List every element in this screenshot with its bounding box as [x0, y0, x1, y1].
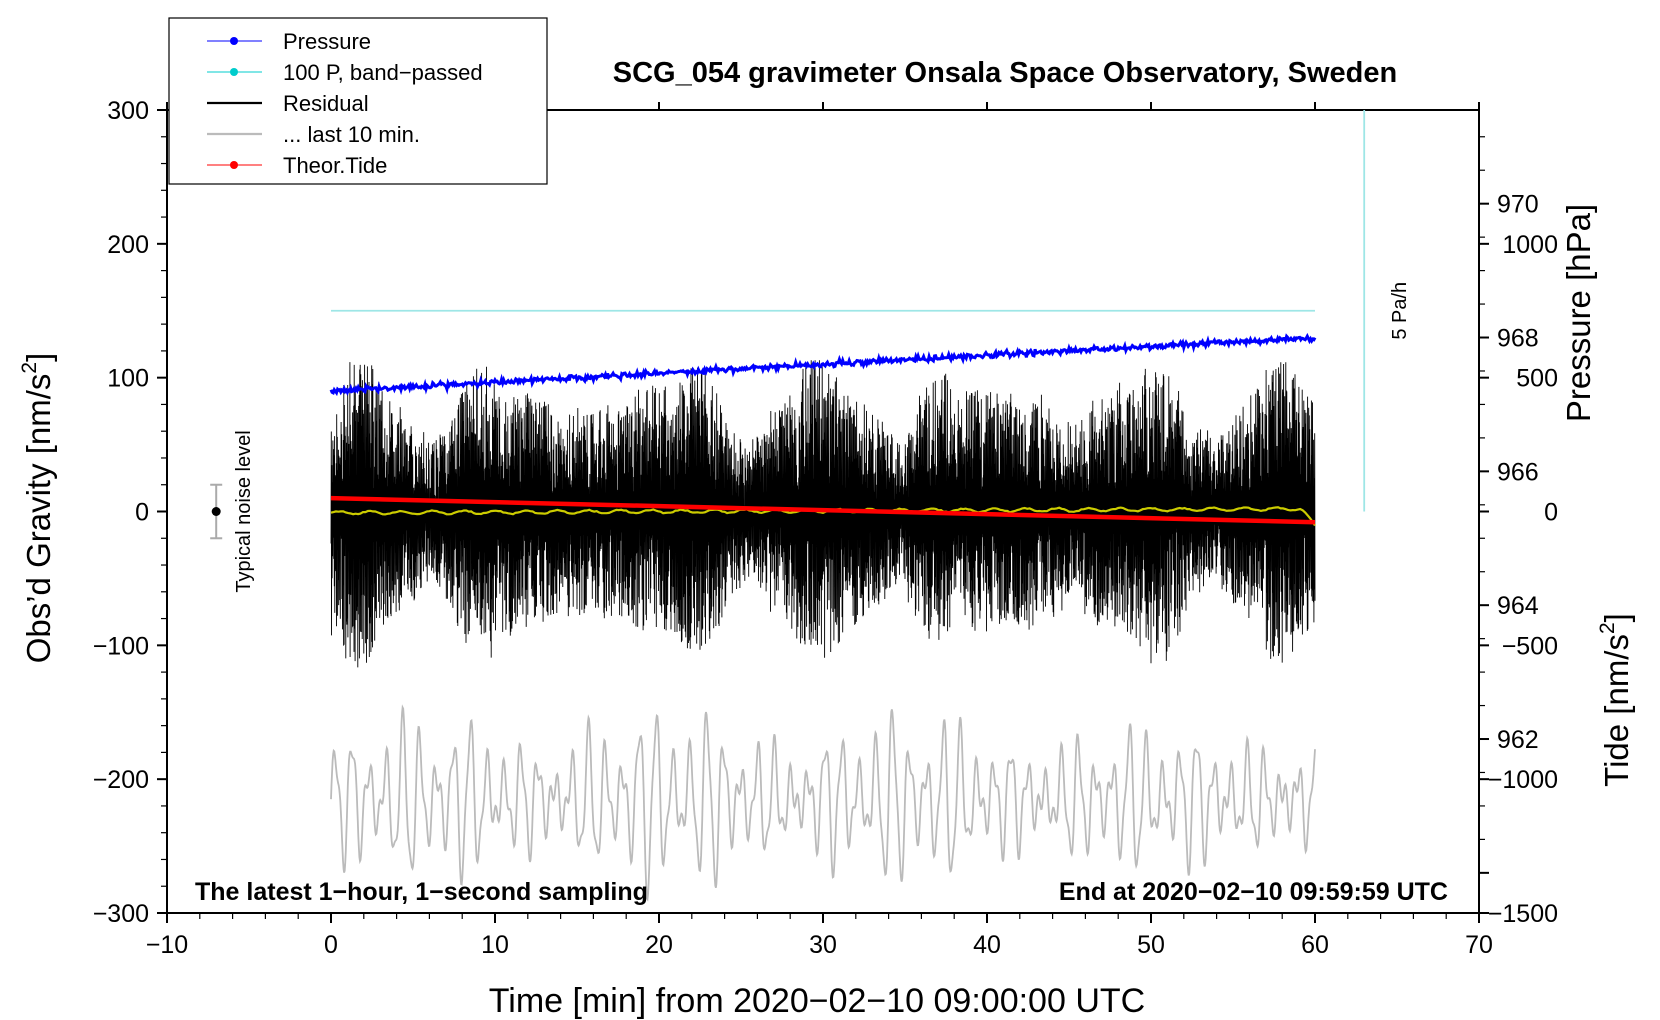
x-tick-label: 0 — [324, 931, 338, 959]
legend-marker — [230, 37, 238, 45]
y-tick-label: −200 — [93, 766, 149, 794]
pressure-line — [329, 332, 1317, 397]
y-tick-label: 0 — [135, 499, 149, 527]
y-axis-pressure: 962 964 966 968 970 — [1479, 136, 1539, 874]
x-tick-label: 70 — [1465, 931, 1493, 959]
x-tick-label: −10 — [146, 931, 188, 959]
pressure-tick-label: 962 — [1497, 726, 1539, 754]
x-tick-label: 20 — [645, 931, 673, 959]
x-axis-label: Time [min] from 2020−02−10 09:00:00 UTC — [489, 982, 1145, 1020]
y-axis-label-pressure: Pressure [hPa] — [1560, 204, 1597, 422]
x-tick-label: 40 — [973, 931, 1001, 959]
tide-tick-label: 0 — [1544, 499, 1558, 527]
tide-tick-label: 500 — [1516, 365, 1558, 393]
y-axis-label-gravity: Obs’d Gravity [nm/s2] — [18, 353, 57, 664]
rate-bar-label: 5 Pa/h — [1389, 282, 1411, 340]
pressure-series — [329, 332, 1317, 397]
legend-marker — [230, 161, 238, 169]
pressure-tick-label: 968 — [1497, 325, 1539, 353]
y-tick-label: 300 — [107, 97, 149, 125]
theoretical-tide-series — [330, 495, 1316, 525]
noise-level-dot — [211, 507, 221, 516]
legend: Pressure 100 P, band−passed Residual ... la… — [168, 17, 548, 185]
y-tick-label: 200 — [107, 231, 149, 259]
y-axis-label-tide: Tide [nm/s2] — [1596, 613, 1635, 787]
last-10-min-line — [330, 704, 1316, 902]
legend-label: Theor.Tide — [283, 153, 387, 178]
tide-tick-label: −1000 — [1488, 766, 1558, 794]
x-tick-label: 60 — [1301, 931, 1329, 959]
legend-label: 100 P, band−passed — [283, 60, 483, 85]
chart-extras: Typical noise level 5 Pa/h — [210, 110, 1411, 593]
legend-marker — [230, 68, 238, 76]
tide-line — [330, 495, 1316, 525]
residual-line — [330, 360, 1316, 668]
residual-series — [330, 360, 1316, 668]
legend-box — [168, 17, 548, 185]
x-axis: −10 0 10 20 30 40 50 60 70 — [146, 102, 1493, 959]
x-tick-label: 50 — [1137, 931, 1165, 959]
y-axis-tide: −1500 −1000 −500 0 500 1000 — [1479, 231, 1558, 928]
pressure-tick-label: 964 — [1497, 592, 1539, 620]
x-tick-label: 10 — [481, 931, 509, 959]
chart-title: SCG_054 gravimeter Onsala Space Observat… — [613, 57, 1397, 89]
y-tick-label: −100 — [93, 632, 149, 660]
y-tick-label: −300 — [93, 900, 149, 928]
noise-level-label: Typical noise level — [233, 430, 255, 592]
pressure-tick-label: 970 — [1497, 191, 1539, 219]
annotation-sampling: The latest 1−hour, 1−second sampling — [195, 878, 648, 906]
x-tick-label: 30 — [809, 931, 837, 959]
last-10-min-series — [330, 704, 1316, 902]
smoothed-residual-line — [330, 506, 1316, 527]
tide-tick-label: −500 — [1502, 632, 1558, 660]
smoothed-residual-series — [330, 506, 1316, 527]
legend-label: ... last 10 min. — [283, 122, 420, 147]
legend-label: Residual — [283, 91, 369, 116]
annotation-end-time: End at 2020−02−10 09:59:59 UTC — [1059, 878, 1448, 906]
y-tick-label: 100 — [107, 365, 149, 393]
y-axis-gravity: −300 −200 −100 0 100 200 300 — [93, 97, 167, 928]
tide-tick-label: −1500 — [1488, 900, 1558, 928]
pressure-tick-label: 966 — [1497, 458, 1539, 486]
tide-tick-label: 1000 — [1502, 231, 1558, 259]
legend-label: Pressure — [283, 29, 371, 54]
